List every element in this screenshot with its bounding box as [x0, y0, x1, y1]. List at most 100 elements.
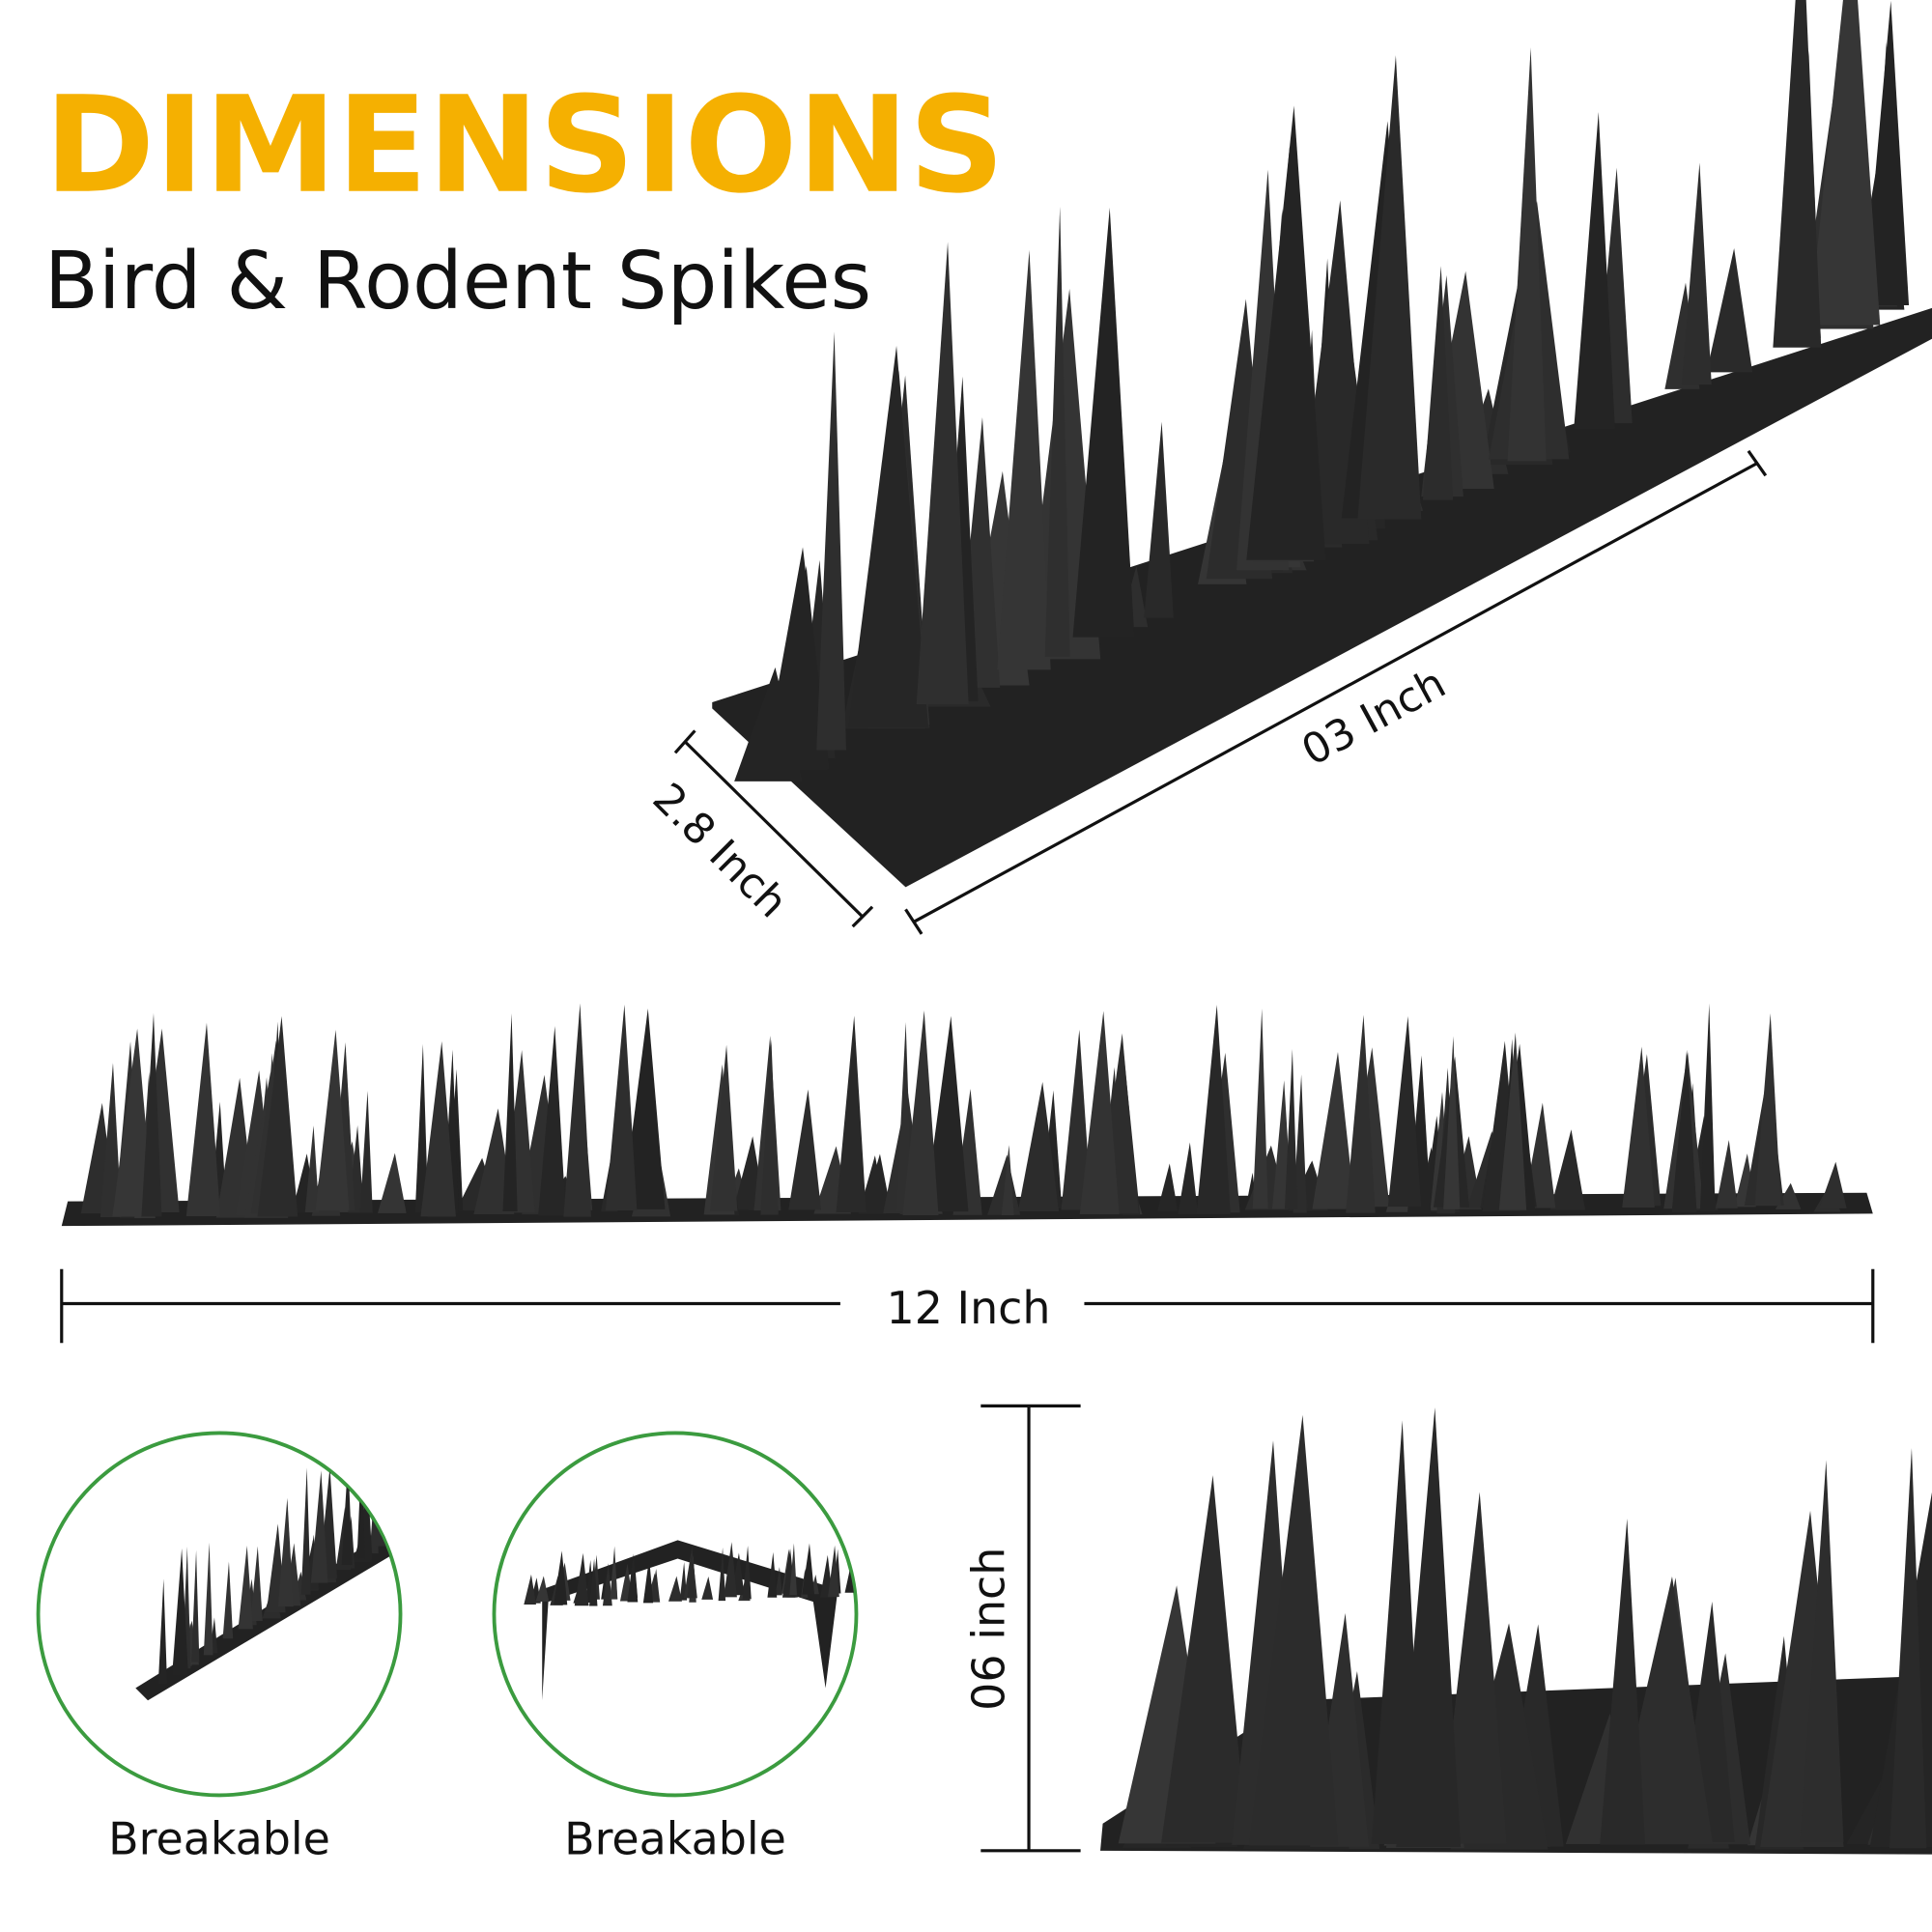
spike — [414, 1043, 429, 1213]
spike — [1044, 206, 1070, 657]
spike — [250, 1546, 263, 1621]
feature-label: Breakable — [108, 1813, 330, 1865]
height-dimension-line — [980, 1404, 1081, 1853]
horizontal-spike-strip-image — [61, 1003, 1873, 1227]
spike — [710, 1044, 738, 1211]
full-length-dimension-line — [60, 1268, 1875, 1344]
spike — [767, 1551, 778, 1598]
spike — [554, 1550, 568, 1605]
height-dimension-label: 06 inch — [963, 1548, 1015, 1711]
spike — [99, 1063, 122, 1217]
bent-strip-image — [524, 1540, 855, 1701]
spike — [605, 1004, 638, 1211]
spike — [538, 1026, 566, 1216]
feature-label: Breakable — [564, 1813, 786, 1865]
spike — [724, 1542, 737, 1598]
spike — [1157, 1163, 1179, 1211]
spike — [828, 1545, 839, 1598]
spike — [1161, 1475, 1248, 1843]
spike — [191, 1549, 200, 1662]
spike — [395, 1471, 400, 1533]
spike — [141, 1012, 162, 1217]
spike — [844, 1566, 855, 1593]
spike — [563, 1003, 591, 1217]
spike — [916, 242, 969, 705]
spike — [542, 1540, 838, 1701]
spike — [1600, 1518, 1646, 1845]
spike — [310, 1470, 328, 1583]
spike — [112, 1028, 155, 1217]
spike — [650, 1569, 660, 1601]
spike — [277, 1497, 294, 1607]
spike — [377, 1152, 407, 1213]
spike — [789, 1543, 797, 1596]
spike — [742, 1546, 752, 1600]
spike — [1681, 162, 1712, 385]
spike — [1809, 0, 1881, 326]
spike — [1800, 1460, 1844, 1843]
spike — [788, 1089, 821, 1210]
spike — [687, 1544, 696, 1598]
spike — [574, 1552, 589, 1606]
spike — [1438, 1492, 1507, 1844]
spike — [203, 1542, 213, 1656]
spike — [836, 1015, 867, 1213]
spike — [1622, 1046, 1655, 1208]
spike — [1699, 1003, 1716, 1211]
spike — [1017, 1082, 1060, 1211]
spike — [1178, 1142, 1199, 1215]
spike — [1396, 1407, 1462, 1848]
spike — [1716, 1140, 1738, 1208]
spike — [775, 1567, 782, 1596]
spike — [816, 331, 846, 751]
spike — [1773, 0, 1822, 348]
spike — [1079, 1010, 1120, 1214]
spike — [668, 1576, 683, 1602]
spike — [610, 1546, 618, 1600]
spike — [997, 249, 1051, 670]
spike — [1196, 1005, 1231, 1214]
spike — [642, 1557, 654, 1604]
spike — [1387, 1015, 1422, 1208]
spike — [1001, 1145, 1014, 1216]
page-subtitle: Bird & Rodent Spikes — [44, 236, 871, 327]
spike — [1706, 247, 1753, 373]
spike — [1144, 421, 1174, 618]
spike — [396, 1504, 400, 1533]
feature-circle — [492, 1431, 859, 1798]
page-title: DIMENSIONS — [44, 69, 1005, 223]
full-length-dimension-label: 12 Inch — [887, 1282, 1051, 1334]
spike — [524, 1574, 536, 1605]
spike — [1889, 1447, 1927, 1849]
spike — [712, 307, 1932, 888]
spike — [902, 1010, 939, 1215]
spike — [1863, 0, 1910, 305]
length-dimension-line — [904, 449, 1768, 935]
breakable-feature-2: Breakable — [492, 1431, 859, 1865]
spike — [257, 1015, 298, 1217]
spike — [1246, 105, 1326, 560]
spike — [1072, 207, 1135, 638]
spike — [589, 1558, 598, 1606]
spike — [627, 1553, 639, 1603]
spike — [1819, 1161, 1847, 1208]
spike — [315, 1030, 350, 1210]
spike — [341, 1459, 353, 1565]
length-dimension-label: 03 Inch — [1294, 659, 1454, 776]
spike — [238, 1545, 253, 1630]
spike — [1249, 1414, 1339, 1846]
spike — [1252, 1009, 1268, 1209]
spike — [1549, 1129, 1585, 1210]
spike — [304, 1125, 320, 1213]
spike — [848, 345, 929, 727]
diagonal-spike-strip-image — [712, 0, 1932, 888]
spike — [924, 1015, 969, 1212]
spike — [359, 1091, 373, 1213]
spike — [157, 1578, 167, 1684]
spike — [172, 1548, 188, 1676]
spike — [300, 1467, 311, 1595]
spike — [535, 1576, 550, 1602]
spike — [802, 1543, 815, 1595]
